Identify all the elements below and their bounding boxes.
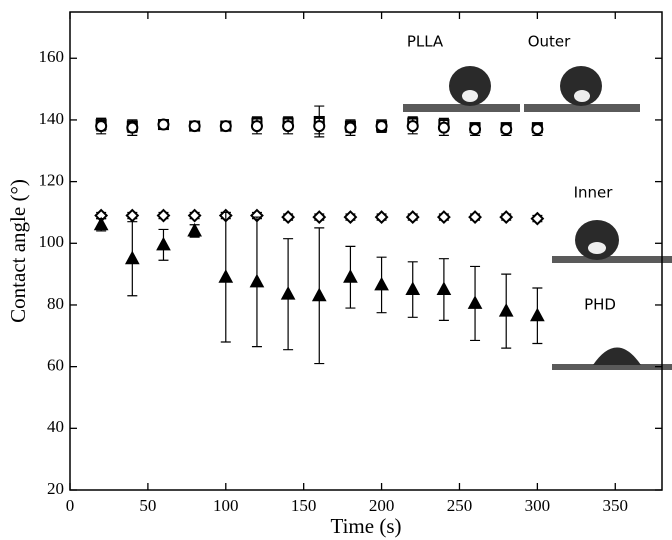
marker	[280, 286, 296, 300]
x-tick-label: 150	[291, 496, 317, 515]
y-tick-label: 100	[39, 232, 65, 251]
y-axis-title: Contact angle (°)	[6, 179, 30, 323]
substrate	[403, 104, 520, 112]
marker	[249, 273, 265, 288]
marker	[530, 307, 545, 322]
droplet-highlight	[462, 90, 478, 102]
marker	[374, 210, 389, 224]
substrate	[552, 256, 672, 263]
substrate	[552, 364, 672, 370]
marker	[499, 210, 514, 224]
marker	[375, 120, 388, 133]
droplet	[593, 347, 641, 365]
marker	[468, 210, 482, 224]
marker	[156, 208, 171, 223]
marker	[343, 269, 358, 283]
marker	[156, 236, 171, 251]
plot-frame	[69, 11, 663, 491]
x-tick-label: 300	[525, 496, 551, 515]
x-tick-label: 50	[139, 496, 156, 515]
x-tick-label: 200	[369, 496, 395, 515]
series-label: Outer	[528, 33, 571, 51]
marker	[124, 250, 140, 265]
droplet	[560, 66, 602, 106]
marker	[125, 208, 140, 223]
y-tick-label: 120	[39, 171, 65, 190]
marker	[405, 281, 421, 296]
marker	[312, 210, 327, 224]
marker	[311, 287, 327, 302]
substrate	[524, 104, 640, 112]
x-axis-title: Time (s)	[331, 514, 402, 538]
y-tick-label: 20	[47, 479, 64, 498]
droplet	[575, 220, 619, 260]
marker	[188, 120, 201, 133]
marker	[281, 210, 296, 224]
series-label: PLLA	[407, 33, 444, 51]
marker	[437, 121, 450, 134]
marker	[374, 276, 389, 291]
marker	[530, 211, 545, 226]
marker	[126, 121, 139, 134]
marker	[500, 123, 513, 136]
marker	[93, 216, 109, 231]
x-tick-label: 0	[66, 496, 75, 515]
series-label: Inner	[574, 184, 614, 202]
y-tick-label: 140	[39, 109, 65, 128]
y-tick-label: 80	[47, 294, 64, 313]
x-tick-label: 350	[603, 496, 629, 515]
y-tick-label: 160	[39, 47, 65, 66]
series-label: PHD	[584, 296, 616, 314]
marker	[218, 269, 234, 283]
x-tick-label: 100	[213, 496, 239, 515]
marker	[250, 120, 263, 133]
marker	[187, 222, 202, 237]
marker	[187, 208, 202, 223]
x-tick-label: 250	[447, 496, 473, 515]
marker	[469, 123, 482, 136]
marker	[467, 295, 483, 309]
y-tick-label: 40	[47, 417, 64, 436]
marker	[405, 210, 420, 224]
marker	[531, 123, 544, 136]
marker	[344, 121, 357, 134]
y-tick-label: 60	[47, 356, 64, 375]
marker	[406, 120, 419, 133]
marker	[498, 303, 514, 317]
marker	[436, 281, 452, 296]
marker	[343, 210, 358, 224]
marker	[219, 120, 232, 133]
droplet-highlight	[574, 90, 590, 102]
marker	[282, 120, 295, 133]
droplet-highlight	[588, 242, 606, 254]
marker	[436, 210, 451, 224]
marker	[157, 118, 170, 131]
droplet	[449, 66, 491, 106]
droplet-images	[403, 66, 672, 370]
marker	[313, 120, 326, 133]
marker	[95, 120, 108, 133]
